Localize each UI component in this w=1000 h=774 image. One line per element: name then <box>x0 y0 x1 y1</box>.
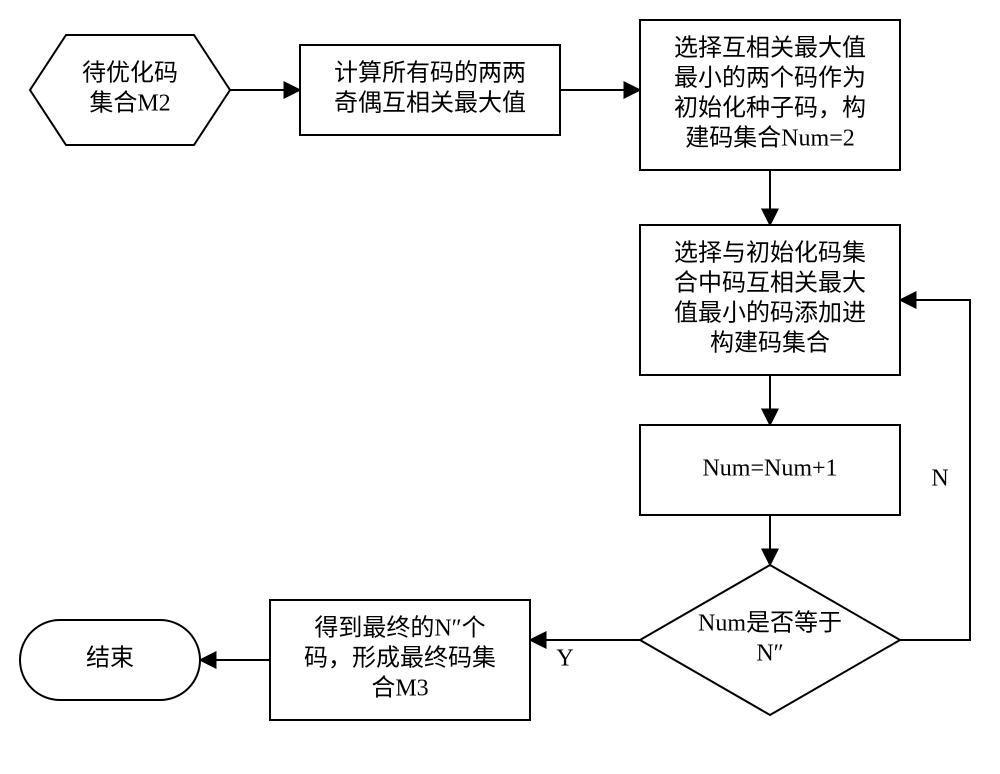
calc-text-line-1: 奇偶互相关最大值 <box>334 90 526 117</box>
seed-text-line-2: 初始化种子码，构 <box>674 95 866 122</box>
node-end: 结束 <box>20 620 200 700</box>
result-text-line-0: 得到最终的N″个 <box>314 615 485 642</box>
node-seed: 选择互相关最大值最小的两个码作为初始化种子码，构建码集合Num=2 <box>640 20 900 170</box>
result-text-line-2: 合M3 <box>371 675 428 702</box>
seed-text-line-1: 最小的两个码作为 <box>674 65 866 92</box>
node-inc: Num=Num+1 <box>640 425 900 515</box>
node-start: 待优化码集合M2 <box>30 35 230 145</box>
calc-text-line-0: 计算所有码的两两 <box>334 60 526 87</box>
nodes-layer: 待优化码集合M2计算所有码的两两奇偶互相关最大值选择互相关最大值最小的两个码作为… <box>20 20 900 720</box>
add-text-line-3: 构建码集合 <box>710 330 830 357</box>
result-text-line-1: 码，形成最终码集 <box>304 645 496 672</box>
node-calc: 计算所有码的两两奇偶互相关最大值 <box>300 45 560 135</box>
decision-text-line-1: N″ <box>756 641 783 667</box>
decision-text-line-0: Num是否等于 <box>698 610 842 637</box>
flowchart-canvas: NY 待优化码集合M2计算所有码的两两奇偶互相关最大值选择互相关最大值最小的两个… <box>0 0 1000 774</box>
edge-5-label: N <box>931 466 948 492</box>
end-text-line-0: 结束 <box>86 645 134 672</box>
node-result: 得到最终的N″个码，形成最终码集合M3 <box>270 600 530 720</box>
start-text-line-1: 集合M2 <box>89 90 170 117</box>
edge-6-label: Y <box>556 646 573 672</box>
node-decision: Num是否等于 N″ <box>640 565 900 715</box>
node-add: 选择与初始化码集合中码互相关最大值最小的码添加进构建码集合 <box>640 225 900 375</box>
edge-decision-to-add: N <box>900 300 970 640</box>
add-text-line-1: 合中码互相关最大 <box>674 270 866 297</box>
seed-text-line-0: 选择互相关最大值 <box>674 35 866 62</box>
edge-decision-to-result: Y <box>530 640 640 672</box>
start-text-line-0: 待优化码 <box>82 60 178 87</box>
add-text-line-0: 选择与初始化码集 <box>674 240 866 267</box>
inc-text-line-0: Num=Num+1 <box>702 456 837 482</box>
seed-text-line-3: 建码集合Num=2 <box>685 125 855 152</box>
edges-layer: NY <box>200 90 970 672</box>
add-text-line-2: 值最小的码添加进 <box>674 300 866 327</box>
